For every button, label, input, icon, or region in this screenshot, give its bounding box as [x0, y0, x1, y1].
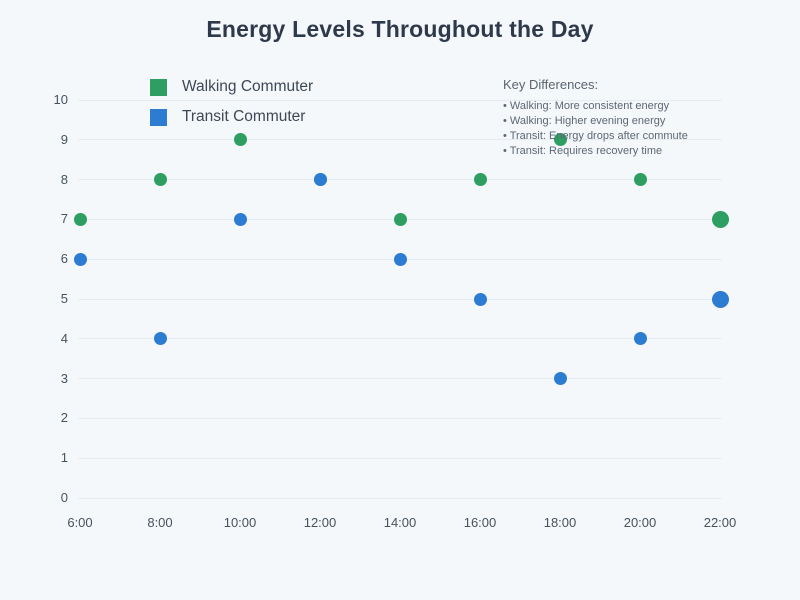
annotation-bullet-list: • Walking: More consistent energy • Walki… [503, 99, 688, 159]
y-gridline [78, 497, 722, 499]
y-gridline [78, 139, 722, 141]
y-axis-tick-label: 8 [60, 171, 68, 187]
data-point-walking-commuter [473, 173, 487, 187]
annotation-bullet: • Transit: Energy drops after commute [503, 130, 688, 142]
x-axis-tick-label: 8:00 [147, 515, 173, 530]
data-point-transit-commuter [393, 252, 407, 266]
x-axis-tick-label: 20:00 [623, 515, 657, 530]
legend-label-walking-commuter: Walking Commuter [182, 78, 314, 95]
legend-label-transit-commuter: Transit Commuter [182, 108, 306, 125]
x-axis-tick-label: 12:00 [303, 515, 337, 530]
y-gridline [78, 417, 722, 419]
y-axis-tick-label: 6 [60, 251, 68, 267]
y-axis-tick-label: 0 [60, 490, 68, 505]
walking-commuter-swatch-icon [150, 78, 167, 96]
y-axis-tick-label: 5 [60, 291, 68, 306]
x-axis-tick-label: 18:00 [543, 515, 577, 530]
data-point-walking-commuter [711, 210, 729, 228]
y-gridline [78, 378, 722, 380]
annotation-bullet: • Transit: Requires recovery time [503, 145, 663, 157]
x-axis-tick-label: 22:00 [703, 515, 737, 530]
data-point-transit-commuter [633, 332, 647, 346]
legend-item-transit-commuter: Transit Commuter [150, 108, 313, 126]
data-point-walking-commuter [553, 133, 567, 147]
key-differences-annotation: Key Differences: • Walking: More consist… [503, 77, 688, 159]
y-axis-tick-label: 7 [60, 211, 68, 227]
y-axis-tick-label: 9 [60, 131, 68, 147]
y-gridline [78, 179, 722, 181]
annotation-bullet: • Walking: More consistent energy [503, 100, 670, 112]
annotation-heading: Key Differences: [503, 77, 599, 92]
annotation-bullet: • Walking: Higher evening energy [503, 115, 666, 127]
chart-title: Energy Levels Throughout the Day [206, 16, 594, 42]
data-point-transit-commuter [233, 212, 247, 226]
data-point-walking-commuter [73, 212, 87, 226]
data-point-walking-commuter [153, 173, 167, 187]
data-point-transit-commuter [153, 332, 167, 346]
data-point-transit-commuter [313, 173, 327, 187]
transit-commuter-swatch-icon [150, 108, 167, 126]
y-gridline [78, 457, 722, 459]
y-gridline [78, 338, 722, 340]
legend-item-walking-commuter: Walking Commuter [150, 78, 313, 96]
data-point-walking-commuter [633, 173, 647, 187]
x-axis-tick-label: 16:00 [463, 515, 497, 530]
data-point-walking-commuter [233, 133, 247, 147]
x-axis-tick-label: 6:00 [67, 515, 93, 530]
data-point-walking-commuter [393, 212, 407, 226]
y-axis-tick-label: 3 [60, 370, 68, 386]
y-gridline [78, 99, 722, 101]
data-point-transit-commuter [711, 290, 729, 308]
data-point-transit-commuter [73, 252, 87, 266]
legend: Walking Commuter Transit Commuter [150, 78, 313, 138]
x-axis-tick-label: 14:00 [383, 515, 417, 530]
y-axis-tick-label: 10 [53, 92, 68, 107]
y-axis-tick-label: 2 [60, 410, 68, 426]
y-gridline [78, 298, 722, 300]
y-axis-tick-label: 4 [60, 330, 68, 346]
data-point-transit-commuter [553, 372, 567, 386]
y-axis-tick-label: 1 [60, 450, 68, 466]
x-axis-tick-label: 10:00 [223, 515, 257, 530]
data-point-transit-commuter [473, 292, 487, 306]
